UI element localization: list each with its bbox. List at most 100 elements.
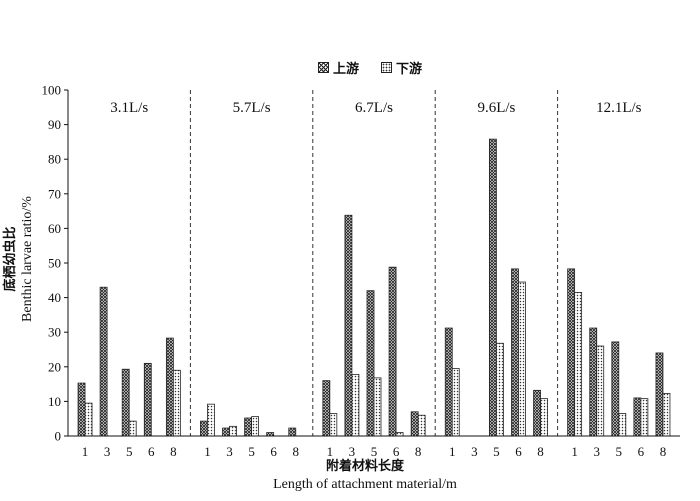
x-tick-label: 8 — [660, 444, 667, 459]
bar-downstream — [251, 416, 260, 437]
bar-upstream — [410, 411, 419, 437]
y-tick-label: 30 — [48, 325, 61, 340]
x-tick-label: 1 — [449, 444, 456, 459]
bar-downstream — [417, 414, 426, 437]
x-tick-label: 3 — [471, 444, 478, 459]
x-tick-label: 8 — [415, 444, 422, 459]
bar-upstream — [567, 268, 576, 437]
group-label: 9.6L/s — [477, 100, 515, 116]
y-tick-label: 0 — [55, 429, 62, 444]
bar-upstream — [165, 337, 174, 437]
bar-downstream — [373, 377, 382, 437]
x-tick-label: 5 — [616, 444, 623, 459]
bar-downstream — [172, 369, 181, 437]
group-label: 6.7L/s — [355, 100, 393, 116]
y-tick-label: 50 — [48, 256, 61, 271]
y-axis-title: 底栖幼虫比 Benthic larvae ratio/% — [2, 129, 42, 389]
bar-upstream — [633, 397, 642, 437]
bar-upstream — [99, 286, 108, 437]
y-tick-label: 20 — [48, 359, 61, 374]
x-tick-label: 6 — [393, 444, 400, 459]
x-tick-label: 3 — [349, 444, 356, 459]
group-label: 3.1L/s — [110, 100, 148, 116]
bar-upstream — [444, 327, 453, 437]
y-tick-label: 10 — [48, 394, 61, 409]
y-tick-label: 60 — [48, 221, 61, 236]
crosshatch-swatch-icon — [318, 61, 329, 73]
legend-label-upstream: 上游 — [333, 61, 360, 77]
bar-upstream — [488, 138, 497, 437]
x-tick-label: 8 — [170, 444, 177, 459]
bar-downstream — [618, 413, 627, 437]
bar-downstream — [640, 398, 649, 437]
x-tick-label: 3 — [593, 444, 600, 459]
y-axis-title-en: Benthic larvae ratio/% — [20, 196, 35, 322]
bar-upstream — [611, 341, 620, 437]
bar-upstream — [366, 290, 375, 437]
dotted-swatch-icon — [381, 61, 393, 73]
bar-downstream — [518, 281, 526, 437]
y-tick-label: 70 — [48, 186, 61, 201]
x-axis-title-en: Length of attachment material/m — [273, 477, 457, 492]
bar-upstream — [511, 268, 519, 437]
bar-upstream — [77, 382, 86, 437]
bar-downstream — [84, 402, 93, 437]
bar-downstream — [229, 425, 237, 437]
y-axis-title-cn: 底栖幼虫比 — [3, 226, 18, 292]
x-tick-label: 3 — [226, 444, 233, 459]
bar-downstream — [574, 292, 583, 437]
x-tick-label: 5 — [248, 444, 255, 459]
x-tick-label: 5 — [493, 444, 500, 459]
x-tick-label: 5 — [371, 444, 378, 459]
x-tick-label: 3 — [104, 444, 111, 459]
group-label: 5.7L/s — [233, 100, 271, 116]
x-tick-label: 6 — [270, 444, 277, 459]
x-tick-label: 6 — [515, 444, 522, 459]
bar-upstream — [388, 266, 397, 437]
x-tick-label: 1 — [82, 444, 89, 459]
x-tick-label: 1 — [571, 444, 578, 459]
x-axis-title-cn: 附着材料长度 — [325, 459, 404, 474]
bar-downstream — [395, 432, 404, 437]
y-tick-label: 100 — [42, 83, 62, 98]
bar-upstream — [533, 389, 541, 437]
bar-upstream — [244, 417, 253, 437]
bar-downstream — [207, 403, 215, 437]
x-tick-label: 1 — [204, 444, 211, 459]
bar-downstream — [662, 393, 671, 437]
legend: 上游 下游 — [318, 56, 444, 78]
y-tick-label: 40 — [48, 290, 61, 305]
bar-downstream — [128, 420, 137, 437]
bar-upstream — [266, 432, 275, 437]
x-tick-label: 5 — [126, 444, 133, 459]
bar-upstream — [222, 427, 230, 437]
bar-downstream — [351, 374, 360, 437]
x-tick-label: 1 — [327, 444, 334, 459]
bar-upstream — [121, 368, 130, 437]
bar-upstream — [322, 380, 331, 437]
y-tick-label: 90 — [48, 117, 61, 132]
bar-upstream — [589, 327, 598, 437]
bar-downstream — [451, 368, 460, 437]
legend-label-downstream: 下游 — [396, 61, 423, 77]
x-axis-title: 附着材料长度 Length of attachment material/m — [0, 458, 700, 494]
bar-upstream — [143, 362, 152, 437]
x-tick-label: 6 — [638, 444, 645, 459]
legend-item-upstream: 上游 — [318, 58, 359, 77]
group-label: 12.1L/s — [596, 100, 642, 116]
bar-downstream — [495, 342, 504, 437]
bar-upstream — [200, 420, 208, 437]
bar-downstream — [596, 345, 605, 437]
x-tick-label: 6 — [148, 444, 155, 459]
legend-item-downstream: 下游 — [381, 58, 422, 77]
bar-upstream — [655, 352, 664, 437]
bar-upstream — [344, 214, 353, 437]
x-tick-label: 8 — [537, 444, 544, 459]
bar-downstream — [540, 398, 548, 437]
y-tick-label: 80 — [48, 152, 61, 167]
bar-downstream — [329, 413, 338, 437]
bar-upstream — [288, 427, 297, 437]
x-tick-label: 8 — [293, 444, 300, 459]
